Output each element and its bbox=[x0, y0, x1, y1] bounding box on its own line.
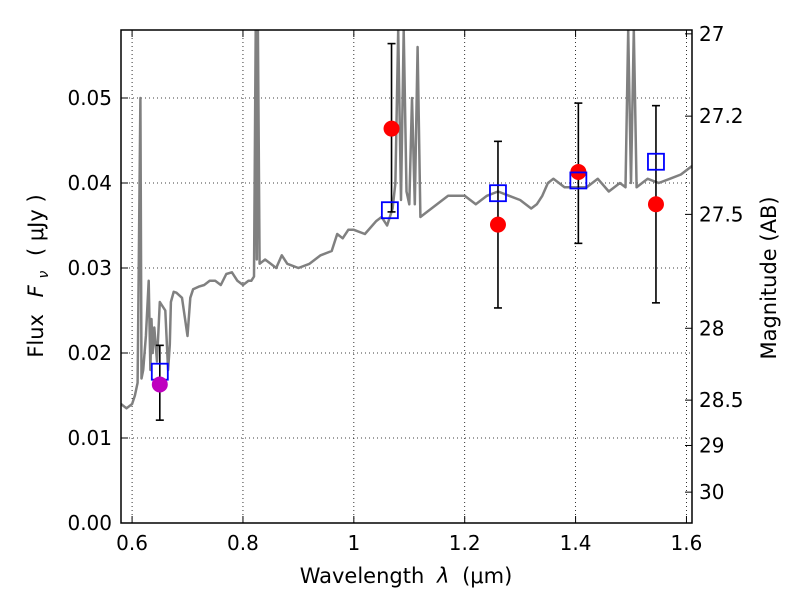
x-tick-label: 1 bbox=[347, 531, 360, 555]
y-tick-label: 0.02 bbox=[67, 341, 112, 365]
model-square-marker bbox=[647, 152, 665, 171]
observed-circle-marker bbox=[489, 216, 506, 233]
y2-tick-label: 29 bbox=[699, 433, 724, 457]
y-tick-label: 0.04 bbox=[67, 171, 112, 195]
y-tick-label: 0.03 bbox=[67, 256, 112, 280]
y2-tick-label: 30 bbox=[699, 480, 724, 504]
observed-circle-marker bbox=[151, 376, 168, 393]
observed-circle-marker bbox=[383, 120, 400, 137]
x-axis-label-prefix: Wavelength bbox=[300, 564, 425, 588]
x-axis-label: Wavelength λ (μm) bbox=[300, 564, 513, 588]
y-axis-label-unit: ( μJy ) bbox=[24, 194, 48, 256]
y2-tick-label: 28.5 bbox=[699, 388, 744, 412]
y-tick-label: 0.01 bbox=[67, 426, 112, 450]
x-tick-label: 1.6 bbox=[671, 531, 703, 555]
y-tick-label: 0.05 bbox=[67, 86, 112, 110]
x-tick-label: 0.8 bbox=[227, 531, 259, 555]
y-axis-label-subscript: ν bbox=[36, 271, 52, 279]
observed-points-layer bbox=[383, 120, 664, 233]
y-axis-label-prefix: Flux bbox=[24, 314, 48, 358]
errorbar-layer bbox=[155, 42, 660, 421]
y2-tick-label: 27 bbox=[699, 22, 724, 46]
right-axis-label: Magnitude (AB) bbox=[757, 196, 781, 359]
x-axis-label-unit: (μm) bbox=[462, 564, 512, 588]
y2-tick-label: 28 bbox=[699, 316, 724, 340]
x-axis-label-symbol: λ bbox=[436, 564, 449, 588]
y-axis-label-symbol: F bbox=[24, 284, 48, 297]
spectrum-line bbox=[121, 30, 692, 410]
spectrum-layer bbox=[121, 30, 692, 410]
y-tick-label: 0.00 bbox=[67, 511, 112, 535]
x-tick-label: 1.2 bbox=[449, 531, 481, 555]
model-square-marker bbox=[489, 184, 507, 203]
model-points-layer bbox=[150, 152, 665, 393]
grid-lines bbox=[121, 30, 692, 524]
y2-tick-label: 27.2 bbox=[699, 104, 744, 128]
x-tick-label: 1.4 bbox=[560, 531, 592, 555]
x-tick-label: 0.6 bbox=[116, 531, 148, 555]
y2-tick-label: 27.5 bbox=[699, 202, 744, 226]
observed-circle-marker bbox=[647, 196, 664, 213]
axis-ticks: 0.6 0.8 1 1.2 1.4 1.6 0.00 0.01 0.02 0.03 0.04 0.05… bbox=[67, 22, 743, 555]
model-square-marker bbox=[569, 171, 588, 190]
plot-frame bbox=[120, 29, 693, 524]
model-square-marker bbox=[380, 201, 399, 220]
y-axis-label: Flux F ν ( μJy ) bbox=[24, 194, 53, 357]
